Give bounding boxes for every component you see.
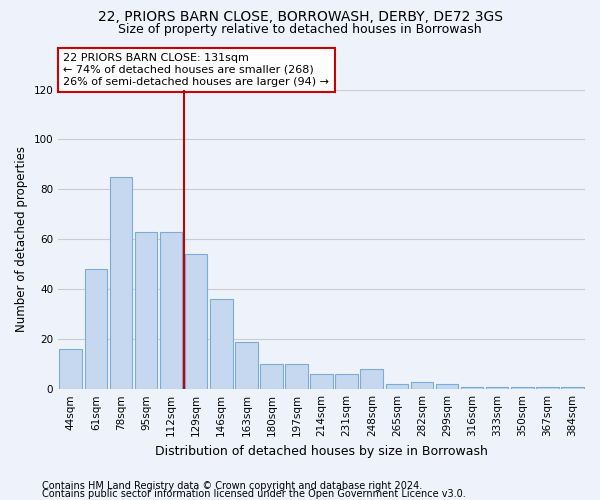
Text: 22 PRIORS BARN CLOSE: 131sqm
← 74% of detached houses are smaller (268)
26% of s: 22 PRIORS BARN CLOSE: 131sqm ← 74% of de… (64, 54, 329, 86)
Bar (210, 300, 233, 389)
Bar (235, 342, 257, 389)
Bar (85, 270, 107, 389)
Bar (59, 349, 82, 389)
Bar (436, 384, 458, 389)
Text: Contains public sector information licensed under the Open Government Licence v3: Contains public sector information licen… (42, 489, 466, 499)
Bar (285, 364, 308, 389)
X-axis label: Distribution of detached houses by size in Borrowash: Distribution of detached houses by size … (155, 444, 488, 458)
Bar (486, 386, 508, 389)
Bar (185, 254, 208, 389)
Bar (511, 386, 533, 389)
Text: Contains HM Land Registry data © Crown copyright and database right 2024.: Contains HM Land Registry data © Crown c… (42, 481, 422, 491)
Text: 22, PRIORS BARN CLOSE, BORROWASH, DERBY, DE72 3GS: 22, PRIORS BARN CLOSE, BORROWASH, DERBY,… (97, 10, 503, 24)
Bar (335, 374, 358, 389)
Bar (134, 232, 157, 389)
Bar (260, 364, 283, 389)
Bar (461, 386, 484, 389)
Bar (110, 177, 132, 389)
Y-axis label: Number of detached properties: Number of detached properties (15, 146, 28, 332)
Bar (310, 374, 333, 389)
Bar (361, 369, 383, 389)
Bar (536, 386, 559, 389)
Bar (386, 384, 408, 389)
Bar (160, 232, 182, 389)
Bar (410, 382, 433, 389)
Bar (561, 386, 584, 389)
Text: Size of property relative to detached houses in Borrowash: Size of property relative to detached ho… (118, 22, 482, 36)
